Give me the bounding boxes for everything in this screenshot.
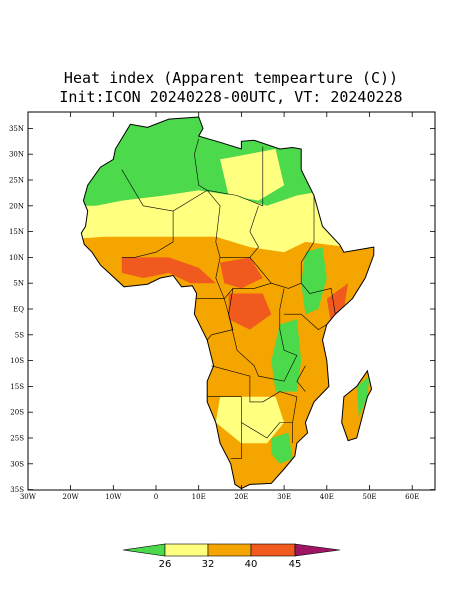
- y-tick-label: 35S: [10, 486, 24, 494]
- y-tick-label: 5S: [15, 331, 24, 339]
- y-tick-label: 5N: [13, 280, 24, 288]
- y-tick-label: 25S: [10, 435, 24, 443]
- country-border: [121, 146, 264, 212]
- temperature-region: [220, 149, 285, 201]
- map-frame: [27, 111, 436, 491]
- country-border: [228, 288, 298, 382]
- colorbar-label: 40: [245, 559, 258, 570]
- y-tick-label: 30S: [10, 460, 24, 468]
- y-tick-label: 15S: [10, 383, 24, 391]
- title-line: Heat index (Apparent tempearture (C)): [64, 69, 398, 87]
- x-tick-label: 30W: [20, 493, 37, 501]
- country-border: [300, 283, 336, 315]
- temperature-region: [356, 376, 370, 418]
- temperature-region: [271, 319, 302, 392]
- x-tick-label: 20W: [63, 493, 80, 501]
- title-line: Init:ICON 20240228-00UTC, VT: 20240228: [59, 88, 402, 106]
- colorbar-segment: [164, 543, 209, 557]
- colorbar-label: 32: [202, 559, 215, 570]
- x-tick-label: 20E: [234, 493, 248, 501]
- temperature-region: [271, 432, 293, 464]
- y-tick-label: 20S: [10, 409, 24, 417]
- y-tick-label: 10S: [10, 357, 24, 365]
- x-tick-label: 30E: [277, 493, 291, 501]
- country-border: [284, 313, 327, 330]
- coastline: [80, 116, 375, 490]
- x-tick-label: 10E: [192, 493, 206, 501]
- y-tick-label: 20N: [9, 202, 24, 210]
- country-border: [296, 365, 306, 392]
- colorbar-segment: [250, 543, 296, 557]
- y-tick-label: 10N: [9, 254, 24, 262]
- x-tick-label: 40E: [320, 493, 334, 501]
- colorbar: [122, 543, 341, 557]
- colorbar-segment: [294, 543, 341, 557]
- colorbar-segment: [122, 543, 166, 557]
- country-border: [249, 205, 259, 258]
- country-border: [211, 365, 298, 423]
- temperature-region: [220, 257, 263, 289]
- country-border: [194, 138, 208, 191]
- x-tick-label: 50E: [362, 493, 376, 501]
- y-tick-label: 30N: [9, 151, 24, 159]
- y-tick-label: 15N: [9, 228, 24, 236]
- x-tick-label: 60E: [405, 493, 419, 501]
- temperature-region: [326, 283, 349, 325]
- y-tick-label: 35N: [9, 125, 24, 133]
- country-border: [206, 190, 315, 289]
- country-border: [121, 211, 174, 258]
- temperature-region: [301, 247, 327, 315]
- temperature-region: [215, 396, 285, 444]
- y-tick-label: EQ: [13, 306, 24, 314]
- x-tick-label: 10W: [105, 493, 122, 501]
- temperature-region: [121, 257, 216, 284]
- y-tick-label: 25N: [9, 177, 24, 185]
- colorbar-segment: [207, 543, 252, 557]
- colorbar-label: 45: [289, 559, 302, 570]
- temperature-region: [228, 293, 272, 330]
- colorbar-label: 26: [159, 559, 172, 570]
- country-border: [215, 257, 272, 300]
- x-tick-label: 0: [154, 493, 158, 501]
- country-border: [241, 422, 293, 444]
